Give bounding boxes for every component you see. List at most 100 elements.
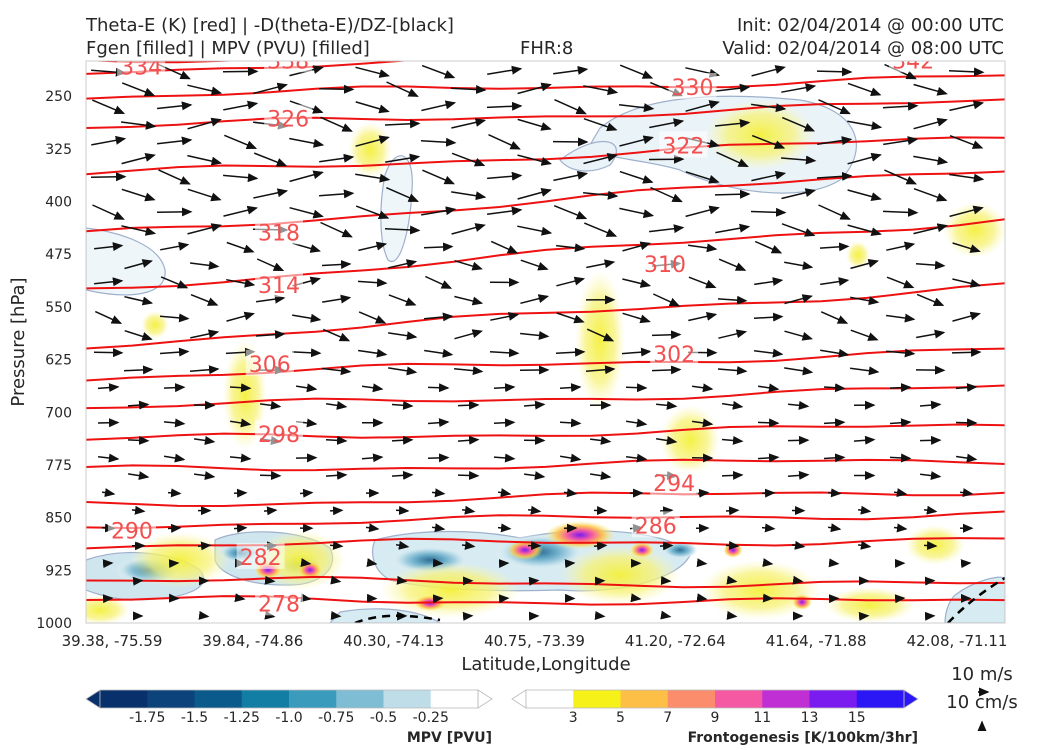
wind-vector: [198, 610, 210, 620]
wind-vector: [223, 100, 259, 111]
wind-vector: [726, 575, 738, 585]
wind-vector: [264, 575, 276, 585]
wind-vector: [385, 153, 421, 163]
wind-vector: [850, 329, 879, 341]
wind-vector: [193, 471, 216, 481]
theta-e-label-bg: [889, 61, 938, 73]
wind-vector: [365, 523, 380, 533]
theta-e-label-bg: [117, 61, 166, 79]
wind-vector: [187, 84, 223, 96]
wind-vector: [156, 207, 193, 217]
y-tick-label: 700: [45, 405, 72, 421]
wind-vector: [823, 418, 846, 428]
wind-vector: [226, 311, 255, 322]
wind-vector: [384, 225, 421, 235]
wind-vector: [488, 134, 521, 150]
theta-e-label: 286: [635, 514, 677, 539]
wind-vector: [420, 137, 457, 147]
wind-vector: [659, 506, 674, 516]
theta-e-label-bg: [236, 542, 285, 569]
wind-vector: [431, 488, 446, 498]
forecast-hour: FHR:8: [520, 38, 573, 59]
wind-vector: [556, 276, 586, 287]
wind-vector: [318, 84, 355, 94]
wind-vector: [787, 470, 810, 480]
wind-vector: [224, 134, 258, 150]
wind-vector: [451, 223, 486, 235]
theta-e-line: [86, 384, 1005, 410]
x-tick-label: 39.38, -75.59: [62, 632, 163, 650]
wind-vector: [167, 488, 182, 498]
colorbar-swatch: [383, 690, 432, 708]
wind-vector: [361, 383, 384, 393]
wind-vector: [659, 541, 674, 551]
wind-vector: [625, 383, 648, 393]
wind-vector: [886, 241, 916, 251]
wind-vector: [253, 82, 288, 95]
wind-vector: [850, 366, 880, 376]
colorbar-extend-low: [511, 689, 527, 709]
wind-vector: [857, 540, 872, 550]
wind-vector: [784, 330, 813, 341]
wind-vector: [422, 169, 455, 185]
wind-vector: [559, 453, 582, 463]
wind-vector: [850, 296, 880, 306]
wind-vector: [527, 505, 542, 515]
wind-vector: [949, 173, 985, 183]
wind-vector: [757, 383, 780, 393]
wind-vector: [630, 593, 642, 603]
wind-vector: [366, 558, 378, 568]
x-tick-label: 41.20, -72.64: [625, 632, 726, 650]
wind-vector: [517, 118, 552, 131]
wind-vector: [358, 311, 387, 324]
wind-vector: [894, 594, 906, 604]
wind-vector: [915, 260, 946, 270]
wind-vector: [321, 259, 352, 269]
wind-vector: [853, 435, 876, 445]
colorbar-tick-label: 13: [801, 710, 819, 726]
x-axis-label: Latitude,Longitude: [461, 654, 630, 675]
theta-e-label-bg: [245, 349, 294, 376]
wind-vector: [523, 400, 546, 410]
wind-vector: [330, 575, 342, 585]
plot-frame: [85, 60, 1006, 624]
colorbar-swatch: [573, 690, 621, 708]
wind-vector: [424, 275, 453, 289]
theta-e-label: 342: [892, 49, 934, 74]
wind-vector: [585, 365, 616, 375]
colorbar-swatch: [289, 690, 337, 708]
wind-vector: [497, 523, 512, 533]
wind-vector: [489, 348, 520, 358]
wind-vector: [361, 453, 384, 463]
wind-vector: [94, 242, 124, 252]
wind-vector: [884, 169, 917, 185]
wind-vector: [490, 311, 520, 321]
wind-vector: [564, 559, 576, 569]
wind-vector: [762, 593, 774, 603]
wind-vector: [427, 418, 450, 428]
wind-vector: [726, 610, 738, 620]
wind-vector: [823, 383, 846, 393]
wind-vector: [916, 329, 946, 339]
wind-vector: [754, 348, 784, 358]
wind-vector: [90, 172, 127, 182]
wind-vector: [462, 611, 474, 621]
wind-vector: [816, 67, 853, 77]
wind-vector: [619, 207, 655, 219]
wind-vector: [847, 189, 882, 201]
wind-vector: [757, 418, 780, 428]
wind-vector: [157, 101, 193, 111]
wind-vector: [197, 541, 212, 551]
wind-vector: [355, 135, 390, 147]
wind-vector: [660, 576, 672, 586]
wind-vector: [157, 136, 193, 146]
wind-vector: [330, 611, 342, 620]
init-time: Init: 02/04/2014 @ 00:00 UTC: [737, 15, 1004, 36]
vector-key-horizontal: 10 m/s: [951, 664, 1013, 685]
theta-e-line: [86, 282, 1005, 350]
wind-vector: [121, 153, 156, 165]
theta-e-label: 278: [258, 592, 300, 617]
wind-vector: [781, 223, 816, 237]
wind-vector: [816, 171, 853, 181]
theta-e-line: [86, 575, 1005, 589]
